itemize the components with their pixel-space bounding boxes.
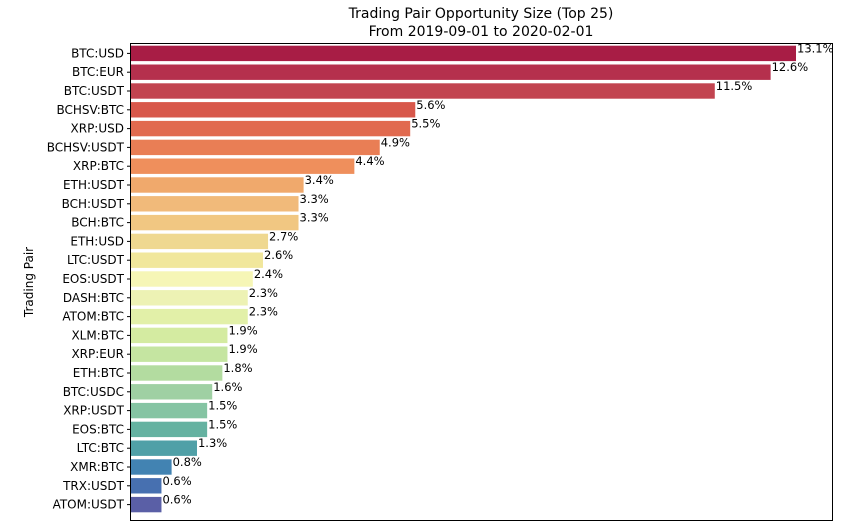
bar-btc-usdc	[131, 384, 213, 400]
bar-xmr-btc	[131, 459, 172, 475]
bar-value-label: 5.6%	[416, 98, 445, 112]
bars-group: BTC:USD 13.1% BTC:EUR 12.6% BTC:USDT 11.5% BCH…	[47, 41, 834, 513]
bar-value-label: 0.6%	[162, 493, 191, 507]
bar-value-label: 1.8%	[223, 361, 252, 375]
bar-eos-btc	[131, 421, 208, 438]
bar-bch-usdt	[131, 196, 299, 212]
bar-btc-usd	[131, 45, 796, 62]
y-tick-label: TRX:USDT	[62, 479, 125, 493]
y-tick-label: BCH:BTC	[71, 216, 124, 230]
bar-xrp-usdt	[131, 402, 208, 419]
bar-value-label: 1.5%	[208, 399, 237, 413]
bar-value-label: 0.6%	[162, 474, 191, 488]
bar-eos-usdt	[131, 271, 253, 287]
bar-value-label: 2.3%	[249, 286, 278, 300]
bar-ltc-btc	[131, 440, 197, 456]
bar-value-label: 4.9%	[381, 135, 410, 149]
bar-value-label: 0.8%	[173, 455, 202, 469]
y-tick-label: ETH:USDT	[63, 178, 125, 192]
bar-value-label: 3.3%	[300, 192, 329, 206]
y-tick-label: XLM:BTC	[71, 328, 124, 342]
bar-value-label: 1.9%	[228, 342, 257, 356]
chart-subtitle: From 2019-09-01 to 2020-02-01	[369, 24, 594, 40]
y-tick-label: EOS:BTC	[72, 422, 124, 436]
y-tick-label: BCH:USDT	[62, 197, 125, 211]
bar-dash-btc	[131, 290, 248, 306]
bar-value-label: 13.1%	[797, 41, 834, 55]
bar-value-label: 2.4%	[254, 267, 283, 281]
bar-xrp-usd	[131, 120, 411, 137]
bar-bch-btc	[131, 214, 299, 231]
y-tick-label: LTC:USDT	[67, 253, 125, 267]
y-tick-label: BTC:USD	[71, 46, 124, 60]
bar-value-label: 5.5%	[411, 117, 440, 131]
y-tick-label: BTC:USDC	[63, 385, 124, 399]
bar-btc-usdt	[131, 83, 715, 99]
bar-xrp-eur	[131, 346, 228, 362]
y-tick-label: XMR:BTC	[70, 460, 124, 474]
bar-bchsv-btc	[131, 102, 416, 118]
y-tick-label: XRP:BTC	[73, 159, 124, 173]
bar-value-label: 1.5%	[208, 417, 237, 431]
y-tick-label: ATOM:USDT	[53, 498, 125, 512]
y-tick-label: ETH:BTC	[73, 366, 124, 380]
bar-value-label: 1.3%	[198, 436, 227, 450]
bar-eth-usd	[131, 233, 269, 250]
bar-value-label: 2.3%	[249, 305, 278, 319]
y-tick-label: BTC:EUR	[72, 65, 124, 79]
bar-value-label: 1.9%	[228, 323, 257, 337]
bar-atom-btc	[131, 308, 248, 325]
chart-title: Trading Pair Opportunity Size (Top 25)	[348, 6, 614, 22]
bar-xlm-btc	[131, 327, 228, 344]
y-tick-label: BTC:USDT	[64, 84, 125, 98]
bar-value-label: 12.6%	[772, 60, 809, 74]
bar-value-label: 1.6%	[213, 380, 242, 394]
bar-btc-eur	[131, 64, 771, 80]
bar-value-label: 11.5%	[716, 79, 753, 93]
bar-bchsv-usdt	[131, 139, 380, 156]
bar-atom-usdt	[131, 496, 162, 513]
bar-value-label: 3.3%	[300, 211, 329, 225]
y-tick-label: EOS:USDT	[62, 272, 124, 286]
bar-value-label: 2.7%	[269, 229, 298, 243]
bar-value-label: 2.6%	[264, 248, 293, 262]
y-tick-label: BCHSV:BTC	[56, 103, 124, 117]
bar-xrp-btc	[131, 158, 355, 174]
y-axis-label: Trading Pair	[22, 247, 36, 318]
bar-value-label: 3.4%	[305, 173, 334, 187]
y-tick-label: ATOM:BTC	[62, 310, 124, 324]
plot-area-frame	[130, 43, 833, 521]
bar-ltc-usdt	[131, 252, 263, 268]
y-tick-label: DASH:BTC	[63, 291, 124, 305]
y-tick-label: BCHSV:USDT	[47, 140, 125, 154]
y-tick-label: XRP:USD	[71, 122, 124, 136]
bar-value-label: 4.4%	[355, 154, 384, 168]
y-tick-label: XRP:EUR	[71, 347, 124, 361]
bar-trx-usdt	[131, 478, 162, 494]
bar-eth-btc	[131, 365, 223, 381]
y-tick-label: XRP:USDT	[63, 404, 124, 418]
bar-eth-usdt	[131, 177, 304, 193]
y-tick-label: LTC:BTC	[77, 441, 124, 455]
y-tick-label: ETH:USD	[70, 234, 124, 248]
